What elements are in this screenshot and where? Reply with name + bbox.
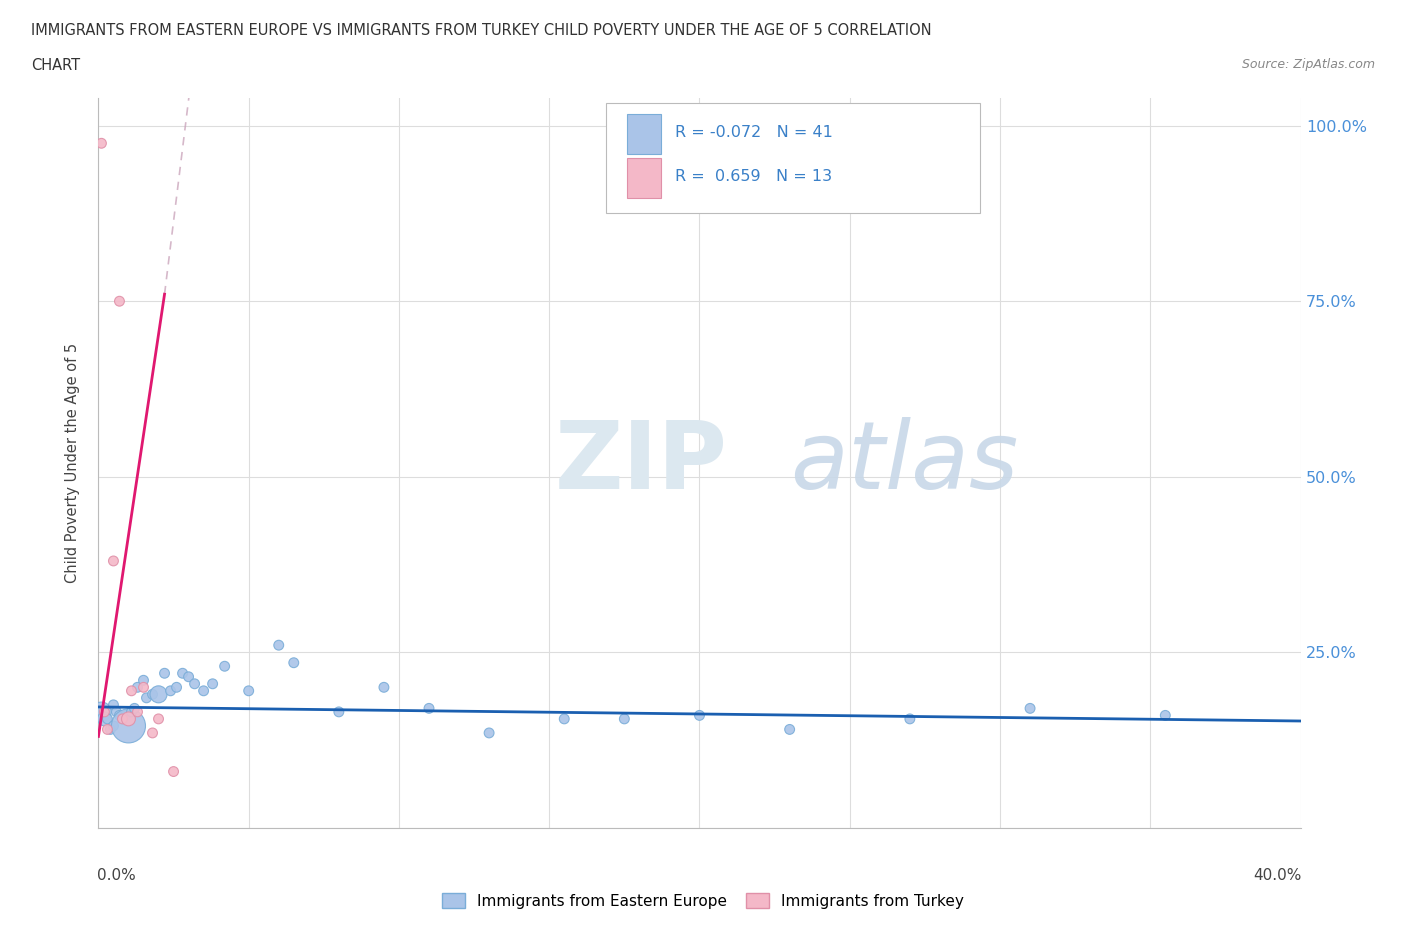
Point (121, 684, 143, 698)
Point (114, 708, 136, 723)
Point (553, 711, 575, 726)
Point (418, 701, 440, 716)
Point (108, 294, 131, 309)
Text: atlas: atlas (790, 418, 1018, 508)
Point (132, 672, 155, 687)
Point (103, 553, 125, 568)
FancyBboxPatch shape (606, 102, 980, 213)
Text: R = -0.072   N = 41: R = -0.072 N = 41 (675, 126, 834, 140)
Point (117, 719, 139, 734)
Point (148, 711, 170, 726)
Text: 40.0%: 40.0% (1253, 868, 1302, 883)
Point (117, 711, 139, 726)
Text: ZIP: ZIP (555, 417, 728, 509)
Point (613, 711, 636, 726)
Point (214, 658, 236, 673)
Point (328, 704, 350, 719)
Point (183, 676, 205, 691)
Point (238, 684, 260, 698)
Point (127, 704, 149, 719)
Point (267, 638, 290, 653)
Point (193, 684, 215, 698)
Point (177, 670, 200, 684)
Point (93, 711, 115, 726)
Point (1154, 708, 1177, 723)
Point (90, 704, 112, 719)
Point (141, 687, 163, 702)
Legend: Immigrants from Eastern Europe, Immigrants from Turkey: Immigrants from Eastern Europe, Immigran… (436, 886, 970, 915)
Point (1019, 701, 1042, 716)
Point (90, 136, 112, 151)
Point (148, 687, 170, 702)
Point (166, 680, 188, 695)
Text: R =  0.659   N = 13: R = 0.659 N = 13 (675, 169, 832, 184)
Text: IMMIGRANTS FROM EASTERN EUROPE VS IMMIGRANTS FROM TURKEY CHILD POVERTY UNDER THE: IMMIGRANTS FROM EASTERN EUROPE VS IMMIGR… (31, 23, 932, 38)
Point (283, 656, 305, 671)
Point (100, 722, 122, 737)
Point (478, 725, 501, 740)
Point (141, 725, 163, 740)
Point (159, 684, 181, 698)
FancyBboxPatch shape (627, 113, 661, 153)
Point (689, 708, 711, 723)
Point (105, 704, 128, 719)
Point (779, 722, 801, 737)
Point (162, 764, 184, 779)
Point (93, 704, 115, 719)
Point (103, 719, 125, 734)
Point (127, 680, 149, 695)
Point (103, 698, 125, 712)
Point (96, 722, 118, 737)
Point (111, 711, 134, 726)
Point (124, 701, 146, 716)
Point (111, 711, 134, 726)
FancyBboxPatch shape (627, 157, 661, 198)
Point (121, 704, 143, 719)
Y-axis label: Child Poverty Under the Age of 5: Child Poverty Under the Age of 5 (65, 342, 80, 583)
Point (108, 708, 131, 723)
Point (172, 666, 194, 681)
Point (96, 711, 118, 726)
Point (153, 666, 176, 681)
Point (135, 690, 157, 705)
Text: 0.0%: 0.0% (97, 868, 136, 883)
Point (373, 680, 395, 695)
Text: CHART: CHART (31, 58, 80, 73)
Text: Source: ZipAtlas.com: Source: ZipAtlas.com (1241, 58, 1375, 71)
Point (201, 676, 224, 691)
Point (132, 680, 155, 695)
Point (898, 711, 921, 726)
